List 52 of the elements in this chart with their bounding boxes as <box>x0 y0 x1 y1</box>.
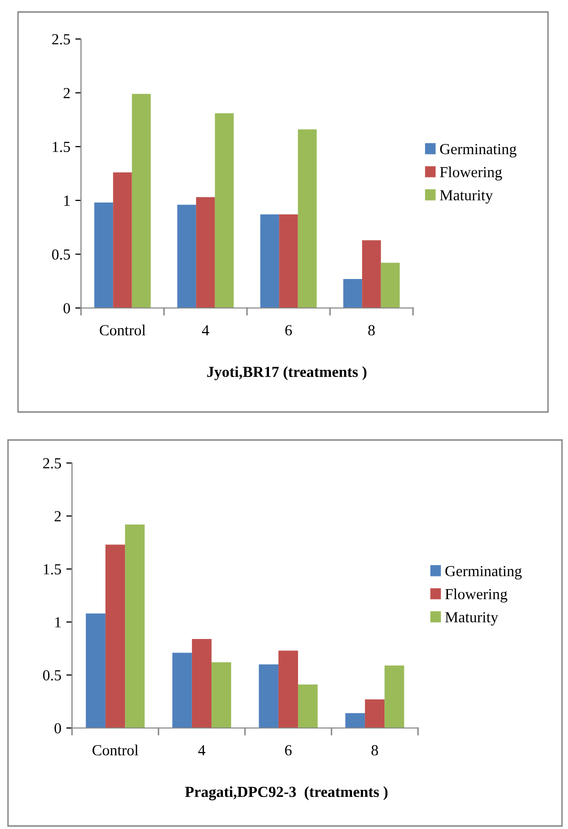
bar <box>380 262 400 308</box>
y-tick-label: 2.5 <box>43 458 61 469</box>
bar <box>260 214 280 308</box>
bar <box>214 113 234 308</box>
bar <box>212 662 232 728</box>
bar <box>345 713 365 728</box>
y-tick-label: 1 <box>64 196 70 206</box>
bar <box>343 278 362 308</box>
x-tick-label: 4 <box>202 325 210 336</box>
bar <box>172 652 192 728</box>
y-tick-label: 2 <box>64 88 70 98</box>
y-tick-label: 0.5 <box>43 670 61 681</box>
x-tick-label: Control <box>100 324 146 336</box>
legend-label: Germinating <box>445 566 522 580</box>
bar <box>279 214 298 308</box>
y-tick-label: 0 <box>64 303 70 314</box>
bar <box>86 614 106 728</box>
legend-label: Maturity <box>445 612 498 626</box>
bar <box>298 684 318 728</box>
bar <box>364 699 385 728</box>
bar <box>384 665 404 728</box>
bar <box>278 650 298 728</box>
x-tick-label: 8 <box>368 325 375 336</box>
x-axis-title: Pragati,DPC92-3 (treatments ) <box>185 786 388 800</box>
bar <box>298 129 317 308</box>
y-tick-label: 2.5 <box>52 34 70 45</box>
legend-label: Germinating <box>440 144 516 158</box>
legend-label: Maturity <box>440 190 493 204</box>
y-tick-label: 2 <box>54 511 61 522</box>
bar <box>192 638 212 728</box>
x-tick-label: 6 <box>285 325 292 336</box>
bar <box>125 524 145 728</box>
x-tick-label: 4 <box>198 745 206 756</box>
x-axis-title: Jyoti,BR17 (treatments ) <box>207 366 366 380</box>
bar <box>132 94 151 308</box>
y-tick-label: 1.5 <box>44 564 61 575</box>
y-tick-label: 0 <box>54 723 61 734</box>
y-tick-label: 0.5 <box>52 249 70 260</box>
x-tick-label: Control <box>92 744 138 756</box>
y-tick-label: 1 <box>55 617 61 628</box>
legend-label: Flowering <box>445 588 508 602</box>
bar <box>94 202 114 308</box>
y-tick-label: 1.5 <box>52 142 70 152</box>
bar <box>196 197 215 308</box>
legend-label: Flowering <box>440 166 502 180</box>
bar <box>258 664 278 728</box>
bar <box>105 544 126 728</box>
x-tick-label: 6 <box>285 745 292 756</box>
bar <box>362 240 381 308</box>
bar <box>113 172 132 308</box>
x-tick-label: 8 <box>372 745 378 756</box>
bar <box>177 204 196 308</box>
